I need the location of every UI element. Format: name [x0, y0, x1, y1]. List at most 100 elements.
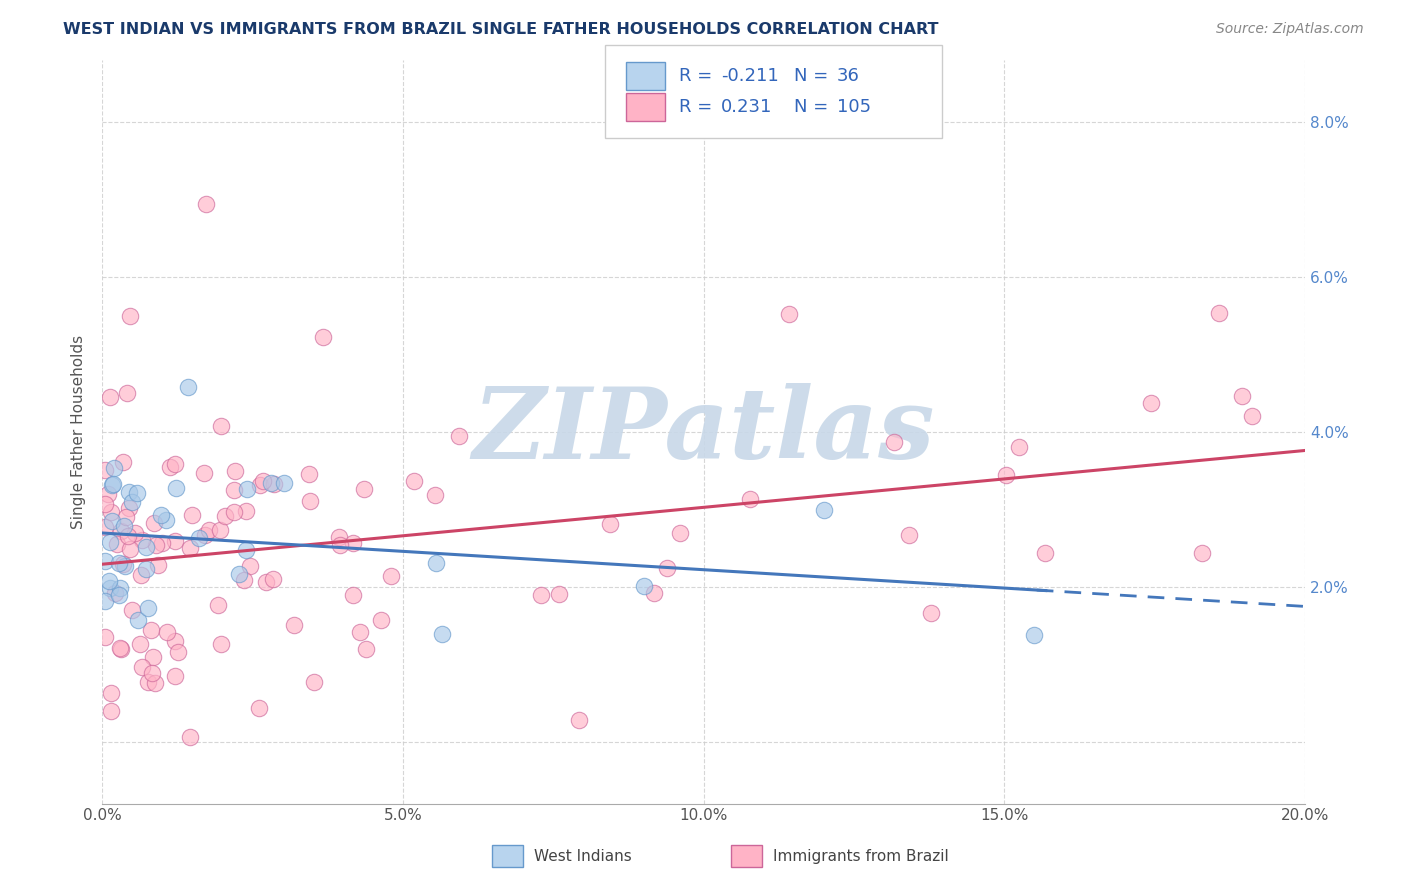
Point [898, 527, 921, 541]
Point [194, 528, 217, 542]
Point [129, 567, 152, 582]
Point [1024, 628, 1046, 642]
Point [94, 630, 117, 644]
Point [165, 533, 187, 548]
Point [283, 618, 305, 632]
Point [142, 516, 165, 530]
Point [599, 517, 621, 532]
Point [247, 701, 270, 715]
Point [239, 558, 262, 573]
Point [114, 559, 136, 574]
Point [354, 642, 377, 657]
Point [530, 588, 553, 602]
Point [165, 482, 187, 496]
Point [194, 197, 217, 211]
Point [329, 538, 352, 552]
Point [118, 485, 141, 500]
Point [108, 581, 131, 595]
Point [108, 588, 131, 602]
Point [97, 487, 120, 501]
Point [166, 645, 188, 659]
Point [643, 586, 665, 600]
Point [136, 601, 159, 615]
Point [142, 650, 165, 665]
Point [380, 569, 402, 583]
Point [425, 488, 447, 502]
Point [1191, 546, 1213, 560]
Point [402, 474, 425, 488]
Point [209, 637, 232, 651]
Point [131, 533, 153, 548]
Point [177, 379, 200, 393]
Point [349, 624, 371, 639]
Point [1008, 441, 1031, 455]
Point [120, 541, 142, 556]
Point [118, 500, 141, 515]
Point [100, 704, 122, 718]
Point [94, 498, 117, 512]
Point [105, 537, 128, 551]
Point [222, 483, 245, 497]
Point [298, 493, 321, 508]
Point [298, 467, 321, 482]
Point [110, 642, 132, 657]
Point [370, 613, 392, 627]
Point [103, 461, 125, 475]
Point [150, 508, 173, 522]
Point [353, 482, 375, 496]
Text: R =: R = [679, 98, 718, 116]
Text: West Indians: West Indians [534, 849, 633, 863]
Point [193, 466, 215, 480]
Point [163, 457, 186, 471]
Point [129, 637, 152, 651]
Point [121, 603, 143, 617]
Point [112, 519, 135, 533]
Point [179, 541, 201, 555]
Point [138, 675, 160, 690]
Point [228, 567, 250, 582]
Text: R =: R = [679, 67, 718, 85]
Point [233, 573, 256, 587]
Point [197, 523, 219, 537]
Point [235, 504, 257, 518]
Text: WEST INDIAN VS IMMIGRANTS FROM BRAZIL SINGLE FATHER HOUSEHOLDS CORRELATION CHART: WEST INDIAN VS IMMIGRANTS FROM BRAZIL SI… [63, 22, 939, 37]
Text: Source: ZipAtlas.com: Source: ZipAtlas.com [1216, 22, 1364, 37]
Point [342, 535, 364, 549]
Point [110, 641, 132, 656]
Point [111, 455, 134, 469]
Point [263, 476, 285, 491]
Point [94, 594, 117, 608]
Point [159, 460, 181, 475]
Point [995, 468, 1018, 483]
Point [235, 543, 257, 558]
Point [260, 475, 283, 490]
Point [342, 588, 364, 602]
Point [100, 581, 122, 595]
Point [156, 625, 179, 640]
Point [125, 486, 148, 500]
Point [145, 538, 167, 552]
Point [124, 525, 146, 540]
Point [252, 474, 274, 488]
Point [179, 731, 201, 745]
Point [98, 574, 121, 588]
Point [100, 505, 122, 519]
Point [1208, 306, 1230, 320]
Point [117, 529, 139, 543]
Point [224, 505, 246, 519]
Point [188, 531, 211, 545]
Point [101, 478, 124, 492]
Point [143, 675, 166, 690]
Text: ZIPatlas: ZIPatlas [472, 384, 935, 480]
Point [94, 463, 117, 477]
Point [1240, 409, 1263, 423]
Point [1230, 389, 1253, 403]
Point [100, 390, 122, 404]
Point [135, 562, 157, 576]
Point [740, 492, 762, 507]
Point [813, 503, 835, 517]
Point [101, 477, 124, 491]
Point [101, 514, 124, 528]
Point [94, 520, 117, 534]
Point [209, 419, 232, 434]
